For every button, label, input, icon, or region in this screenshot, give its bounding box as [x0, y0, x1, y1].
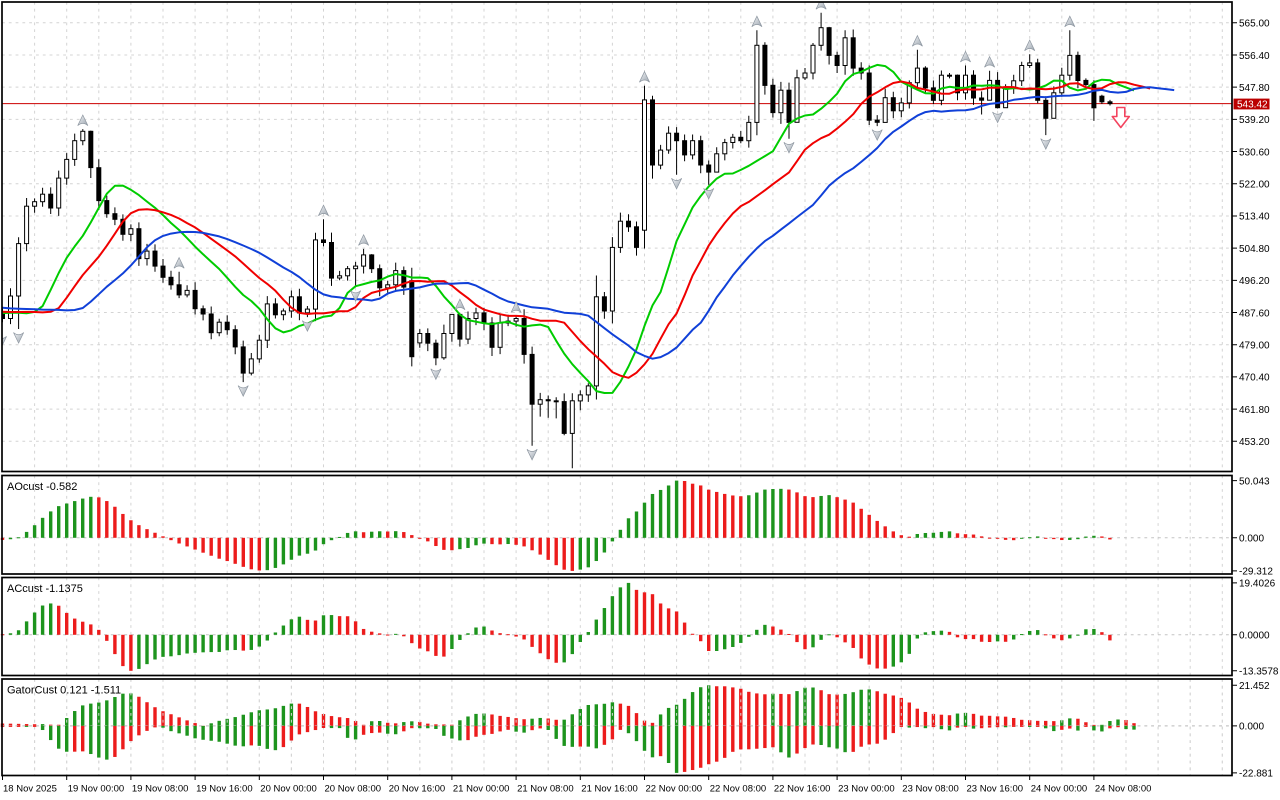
svg-text:21.452: 21.452	[1239, 681, 1270, 692]
svg-text:487.60: 487.60	[1239, 308, 1270, 319]
svg-text:496.20: 496.20	[1239, 276, 1270, 287]
svg-text:22 Nov 16:00: 22 Nov 16:00	[774, 784, 831, 795]
svg-text:23 Nov 08:00: 23 Nov 08:00	[902, 784, 959, 795]
svg-text:GatorCust 0.121 -1.511: GatorCust 0.121 -1.511	[7, 685, 121, 697]
svg-text:ACcust -1.1375: ACcust -1.1375	[7, 583, 83, 595]
svg-text:461.80: 461.80	[1239, 405, 1270, 416]
svg-text:504.80: 504.80	[1239, 244, 1270, 255]
svg-text:19 Nov 08:00: 19 Nov 08:00	[132, 784, 189, 795]
svg-text:24 Nov 00:00: 24 Nov 00:00	[1031, 784, 1088, 795]
svg-text:556.40: 556.40	[1239, 51, 1270, 62]
svg-text:543.42: 543.42	[1237, 99, 1268, 110]
svg-text:530.60: 530.60	[1239, 147, 1270, 158]
svg-text:19 Nov 00:00: 19 Nov 00:00	[68, 784, 125, 795]
svg-text:50.043: 50.043	[1239, 476, 1270, 487]
svg-text:-13.3578: -13.3578	[1239, 667, 1279, 678]
svg-text:20 Nov 08:00: 20 Nov 08:00	[325, 784, 382, 795]
svg-text:522.00: 522.00	[1239, 180, 1270, 191]
svg-text:21 Nov 00:00: 21 Nov 00:00	[453, 784, 510, 795]
svg-text:23 Nov 00:00: 23 Nov 00:00	[838, 784, 895, 795]
svg-text:479.00: 479.00	[1239, 341, 1270, 352]
svg-text:513.40: 513.40	[1239, 212, 1270, 223]
svg-text:19.4026: 19.4026	[1239, 579, 1276, 590]
svg-text:22 Nov 00:00: 22 Nov 00:00	[646, 784, 703, 795]
svg-text:21 Nov 16:00: 21 Nov 16:00	[581, 784, 638, 795]
svg-text:24 Nov 08:00: 24 Nov 08:00	[1095, 784, 1152, 795]
svg-text:547.80: 547.80	[1239, 83, 1270, 94]
svg-text:0.000: 0.000	[1239, 534, 1264, 545]
svg-text:20 Nov 00:00: 20 Nov 00:00	[260, 784, 317, 795]
svg-text:0.000: 0.000	[1239, 722, 1264, 733]
svg-text:19 Nov 16:00: 19 Nov 16:00	[196, 784, 253, 795]
svg-text:23 Nov 16:00: 23 Nov 16:00	[967, 784, 1024, 795]
svg-text:18 Nov 2025: 18 Nov 2025	[3, 784, 57, 795]
svg-text:0.0000: 0.0000	[1239, 631, 1270, 642]
svg-text:AOcust -0.582: AOcust -0.582	[7, 481, 77, 493]
svg-text:470.40: 470.40	[1239, 373, 1270, 384]
svg-text:20 Nov 16:00: 20 Nov 16:00	[389, 784, 446, 795]
svg-text:-29.312: -29.312	[1239, 567, 1273, 578]
svg-text:22 Nov 08:00: 22 Nov 08:00	[710, 784, 767, 795]
svg-text:21 Nov 08:00: 21 Nov 08:00	[517, 784, 574, 795]
svg-text:453.20: 453.20	[1239, 437, 1270, 448]
svg-text:-22.881: -22.881	[1239, 769, 1273, 780]
svg-text:539.20: 539.20	[1239, 115, 1270, 126]
svg-text:565.00: 565.00	[1239, 19, 1270, 30]
